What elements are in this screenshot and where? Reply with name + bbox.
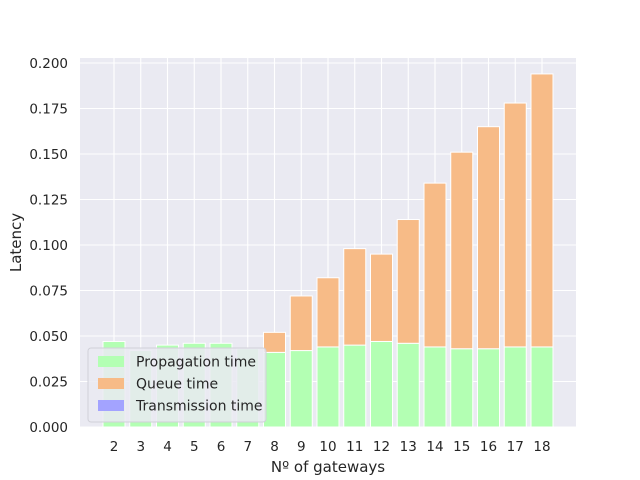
x-tick-label: 4 <box>163 439 172 455</box>
y-tick-label: 0.075 <box>29 284 68 300</box>
x-tick-label: 14 <box>426 439 443 455</box>
x-tick-label: 15 <box>453 439 470 455</box>
x-tick-label: 11 <box>346 439 363 455</box>
y-tick-label: 0.150 <box>29 147 68 163</box>
x-tick-label: 17 <box>507 439 524 455</box>
y-tick-label: 0.100 <box>29 238 68 254</box>
y-tick-label: 0.025 <box>29 375 68 391</box>
bar-propagation-time <box>503 346 527 428</box>
y-axis-label: Latency <box>7 213 25 272</box>
bar-propagation-time <box>263 351 286 428</box>
bar-propagation-time <box>450 348 474 428</box>
bar-propagation-time <box>530 346 554 428</box>
y-tick-label: 0.050 <box>29 329 68 345</box>
bar-queue-time <box>423 182 447 348</box>
x-tick-label: 12 <box>373 439 390 455</box>
y-tick-labels: 0.000 0.025 0.050 0.075 0.100 0.125 0.150 0.175… <box>29 56 68 436</box>
y-tick-label: 0.000 <box>29 420 68 436</box>
legend-box <box>87 347 267 423</box>
legend-swatch <box>98 356 124 367</box>
x-tick-label: 7 <box>243 439 252 455</box>
bar-propagation-time <box>477 348 500 428</box>
x-tick-label: 18 <box>533 439 550 455</box>
bar-queue-time <box>263 331 286 353</box>
legend-label: Transmission time <box>135 399 263 415</box>
bar-propagation-time <box>289 350 313 428</box>
x-tick-label: 5 <box>190 439 199 455</box>
bar-queue-time <box>450 151 474 350</box>
x-tick-label: 3 <box>136 439 145 455</box>
y-tick-label: 0.200 <box>29 56 68 72</box>
legend-swatch <box>98 400 124 411</box>
bar-propagation-time <box>396 342 420 428</box>
y-tick-label: 0.125 <box>29 193 68 209</box>
bar-queue-time <box>289 295 313 352</box>
legend: Propagation time Queue time Transmission t… <box>87 347 267 423</box>
bar-queue-time <box>370 253 393 342</box>
bar-queue-time <box>396 219 420 344</box>
x-axis-label: Nº of gateways <box>271 458 385 476</box>
bar-propagation-time <box>423 346 447 428</box>
bar-propagation-time <box>370 340 393 428</box>
bar-queue-time <box>316 277 340 348</box>
y-tick-label: 0.175 <box>29 102 68 118</box>
legend-label: Queue time <box>136 377 218 393</box>
x-tick-label: 2 <box>110 439 119 455</box>
legend-swatch <box>98 378 124 389</box>
x-tick-label: 16 <box>480 439 497 455</box>
bar-propagation-time <box>343 344 367 428</box>
bar-propagation-time <box>316 346 340 428</box>
legend-label: Propagation time <box>136 355 256 371</box>
x-tick-label: 13 <box>400 439 417 455</box>
bar-queue-time <box>343 248 367 346</box>
x-tick-label: 8 <box>270 439 279 455</box>
x-tick-label: 6 <box>217 439 226 455</box>
x-tick-label: 9 <box>297 439 306 455</box>
bar-queue-time <box>503 102 527 348</box>
bar-queue-time <box>530 73 554 348</box>
bar-queue-time <box>477 126 500 350</box>
x-tick-labels: 2 3 4 5 6 7 8 9 10 11 12 13 14 15 16 17 18 <box>110 439 551 455</box>
x-tick-label: 10 <box>319 439 336 455</box>
